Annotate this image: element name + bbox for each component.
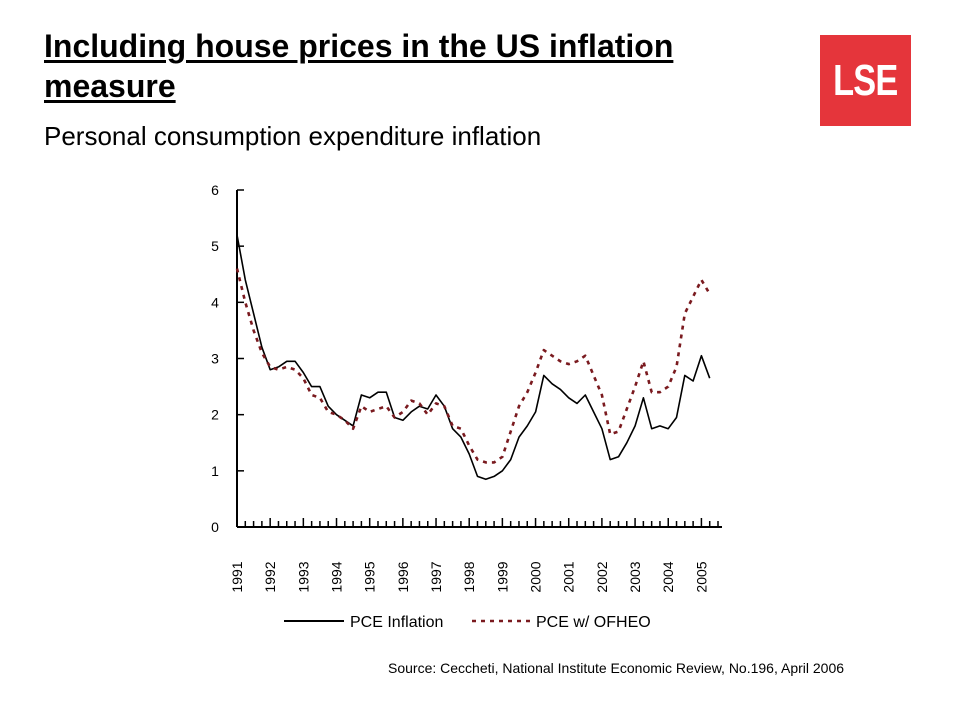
x-tick-label: 1991 — [229, 561, 245, 592]
y-tick-label: 6 — [211, 182, 219, 198]
page-subtitle: Personal consumption expenditure inflati… — [44, 121, 542, 151]
x-tick-label: 1994 — [329, 561, 345, 592]
y-tick-label: 3 — [211, 351, 219, 367]
lse-logo: LSE — [820, 35, 911, 126]
x-tick-label: 1996 — [395, 561, 411, 592]
series-line-2 — [235, 268, 711, 464]
x-tick-label: 1992 — [262, 561, 278, 592]
x-tick-label: 2005 — [693, 561, 709, 592]
x-tick-label: 2002 — [594, 561, 610, 592]
source-note: Source: Ceccheti, National Institute Eco… — [388, 660, 845, 676]
y-tick-label: 2 — [211, 407, 219, 423]
x-tick-label: 2000 — [528, 561, 544, 592]
page-title: Including house prices in the US inflati… — [44, 28, 674, 104]
x-tick-label: 1998 — [461, 561, 477, 592]
x-tick-label: 2003 — [627, 561, 643, 592]
x-tick-label: 1997 — [428, 561, 444, 592]
x-tick-label: 2001 — [561, 561, 577, 592]
y-tick-label: 5 — [211, 238, 219, 254]
x-tick-label: 1995 — [362, 561, 378, 592]
y-tick-label: 0 — [211, 519, 219, 535]
series-line-1 — [236, 234, 711, 481]
logo-text: LSE — [833, 55, 898, 105]
x-tick-label: 1999 — [494, 561, 510, 592]
legend-label-2: PCE w/ OFHEO — [536, 614, 651, 631]
y-tick-label: 1 — [211, 463, 219, 479]
x-tick-label: 2004 — [660, 561, 676, 592]
legend-label-1: PCE Inflation — [350, 614, 443, 631]
y-tick-label: 4 — [211, 294, 219, 310]
x-tick-label: 1993 — [295, 561, 311, 592]
